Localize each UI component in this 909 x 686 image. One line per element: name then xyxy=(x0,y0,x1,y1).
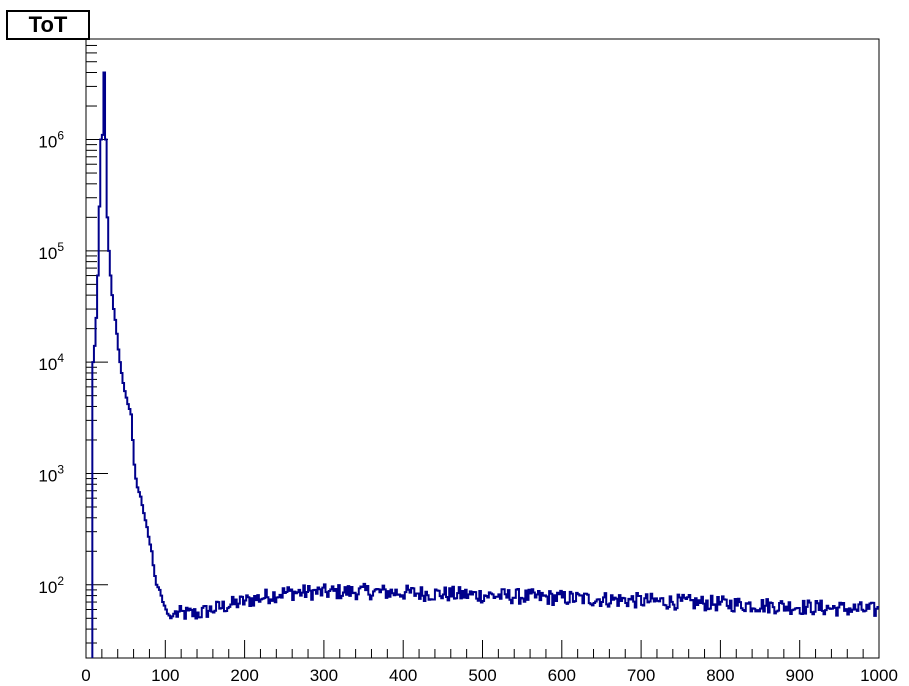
y-tick-label: 105 xyxy=(38,240,64,263)
x-tick-label: 700 xyxy=(627,666,655,685)
plot-frame xyxy=(86,39,879,658)
x-tick-label: 500 xyxy=(468,666,496,685)
chart-title: ToT xyxy=(6,10,90,40)
y-axis-ticks: 102 103 104 105 106 xyxy=(38,39,108,643)
x-tick-label: 800 xyxy=(706,666,734,685)
x-tick-label: 1000 xyxy=(860,666,898,685)
y-tick-label: 104 xyxy=(38,351,64,374)
y-tick-label: 106 xyxy=(38,129,64,152)
x-tick-label: 100 xyxy=(151,666,179,685)
x-tick-label: 400 xyxy=(389,666,417,685)
y-tick-label: 102 xyxy=(38,574,64,597)
histogram-series-line xyxy=(92,73,879,658)
x-tick-label: 0 xyxy=(81,666,90,685)
x-axis-ticks: 0 100 200 300 400 500 600 700 800 900 1000 xyxy=(81,640,898,685)
y-tick-label: 103 xyxy=(38,462,64,485)
x-tick-label: 300 xyxy=(310,666,338,685)
x-tick-label: 200 xyxy=(230,666,258,685)
x-tick-label: 900 xyxy=(786,666,814,685)
x-tick-label: 600 xyxy=(548,666,576,685)
